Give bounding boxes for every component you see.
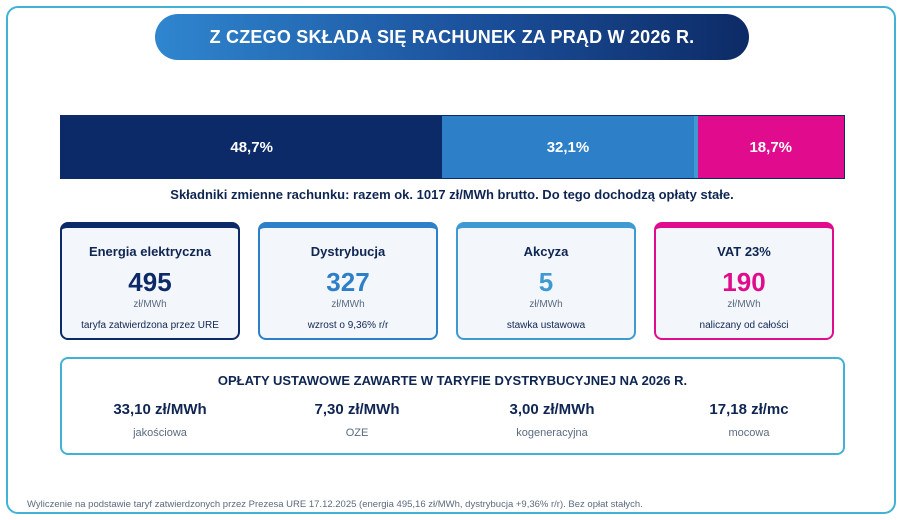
card-title: Dystrybucja — [310, 244, 386, 259]
card-title: VAT 23% — [717, 244, 771, 259]
fee-value: 33,10 zł/MWh — [113, 401, 207, 418]
bar-label-distribution: 32,1% — [546, 138, 590, 156]
fee-value: 7,30 zł/MWh — [314, 401, 400, 418]
fee-quality: 33,10 zł/MWh jakościowa — [70, 401, 250, 439]
card-energy: Energia elektryczna 495 zł/MWh taryfa za… — [60, 222, 240, 340]
card-vat: VAT 23% 190 zł/MWh naliczany od całości — [654, 222, 834, 340]
fee-capacity: 17,18 zł/mc mocowa — [659, 401, 839, 439]
card-title: Akcyza — [523, 244, 569, 259]
fees-title: OPŁATY USTAWOWE ZAWARTE W TARYFIE DYSTRY… — [217, 373, 688, 388]
fee-label: jakościowa — [133, 427, 187, 439]
bar-label-energy: 48,7% — [230, 138, 273, 156]
fee-value: 3,00 zł/MWh — [509, 401, 595, 418]
bar-caption: Składniki zmienne rachunku: razem ok. 10… — [170, 187, 734, 202]
fee-label: kogeneracyjna — [516, 427, 588, 439]
card-value: 495 — [128, 267, 172, 297]
card-excise: Akcyza 5 zł/MWh stawka ustawowa — [456, 222, 636, 340]
fee-cogeneration: 3,00 zł/MWh kogeneracyjna — [462, 401, 642, 439]
bar-segment-vat: 18,7% — [697, 116, 844, 178]
card-unit: zł/MWh — [727, 299, 761, 310]
stacked-bar: 48,7% 32,1% 18,7% — [60, 115, 845, 179]
fee-value: 17,18 zł/mc — [709, 401, 789, 418]
card-unit: zł/MWh — [529, 299, 563, 310]
card-note: taryfa zatwierdzona przez URE — [81, 320, 219, 331]
infographic-frame — [6, 6, 896, 514]
fee-oze: 7,30 zł/MWh OZE — [267, 401, 447, 439]
page-title: Z CZEGO SKŁADA SIĘ RACHUNEK ZA PRĄD W 20… — [155, 14, 749, 60]
fee-label: mocowa — [728, 427, 770, 439]
card-note: naliczany od całości — [699, 320, 789, 331]
footnote: Wyliczenie na podstawie taryf zatwierdzo… — [27, 499, 643, 510]
card-note: wzrost o 9,36% r/r — [307, 320, 389, 331]
bar-segment-energy: 48,7% — [61, 116, 443, 178]
bar-segment-distribution: 32,1% — [442, 116, 694, 178]
card-unit: zł/MWh — [331, 299, 365, 310]
fee-label: OZE — [345, 427, 369, 439]
card-distribution: Dystrybucja 327 zł/MWh wzrost o 9,36% r/… — [258, 222, 438, 340]
card-unit: zł/MWh — [133, 299, 167, 310]
bar-label-vat: 18,7% — [749, 138, 793, 156]
statutory-fees-panel: OPŁATY USTAWOWE ZAWARTE W TARYFIE DYSTRY… — [60, 357, 845, 455]
card-value: 190 — [722, 267, 766, 297]
card-value: 327 — [326, 267, 370, 297]
bar-segment-excise — [693, 116, 698, 178]
card-value: 5 — [538, 267, 554, 297]
card-title: Energia elektryczna — [88, 244, 212, 259]
card-note: stawka ustawowa — [506, 320, 586, 331]
